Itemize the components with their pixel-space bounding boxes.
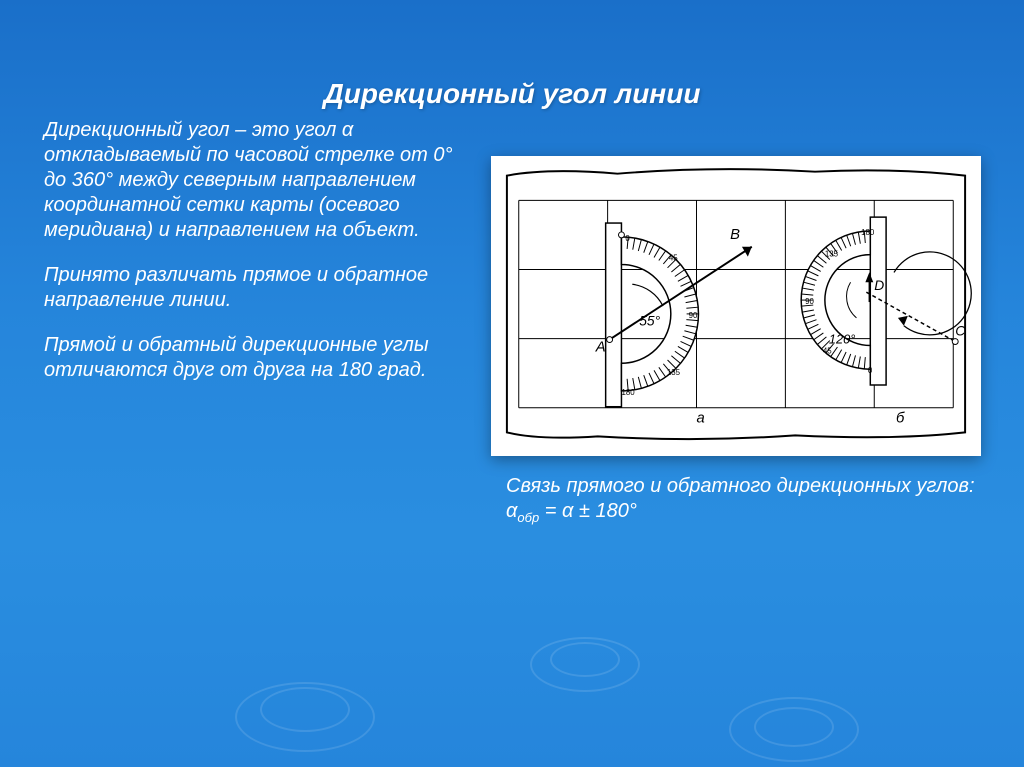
ripple-decoration <box>729 697 859 762</box>
protractor-figure: 55° A B a 0 45 90 135 180 <box>491 156 981 456</box>
ripple-decoration <box>260 687 350 732</box>
caption-formula: αобр = α ± 180° <box>506 499 975 526</box>
formula-sub: обр <box>517 510 539 525</box>
slide-title: Дирекционный угол линии <box>0 0 1024 110</box>
caption-line-1: Связь прямого и обратного дирекционных у… <box>506 474 975 499</box>
label-B: B <box>730 227 740 243</box>
svg-text:0: 0 <box>868 366 873 375</box>
right-figure-column: 55° A B a 0 45 90 135 180 <box>488 118 984 526</box>
ripple-decoration <box>530 637 640 692</box>
figure-caption: Связь прямого и обратного дирекционных у… <box>488 474 975 526</box>
panel-b-label: б <box>896 411 905 427</box>
panel-b: 120° D C б 180 135 90 45 0 <box>801 217 971 426</box>
label-D: D <box>874 277 884 293</box>
ripple-decoration <box>754 707 834 747</box>
svg-text:90: 90 <box>689 311 698 320</box>
svg-text:135: 135 <box>825 250 839 259</box>
figure-svg: 55° A B a 0 45 90 135 180 <box>499 164 973 448</box>
svg-text:45: 45 <box>669 254 678 263</box>
paragraph-directions: Принято различать прямое и обратное напр… <box>44 263 464 313</box>
angle-a-value: 55° <box>639 313 660 329</box>
paragraph-difference: Прямой и обратный дирекционные углы отли… <box>44 333 464 383</box>
panel-a-label: a <box>697 411 705 427</box>
label-A: A <box>595 339 606 355</box>
paragraph-definition: Дирекционный угол – это угол α откладыва… <box>44 118 464 243</box>
label-C: C <box>955 323 966 339</box>
svg-text:180: 180 <box>861 228 875 237</box>
svg-text:90: 90 <box>805 297 814 306</box>
left-text-column: Дирекционный угол – это угол α откладыва… <box>44 118 464 526</box>
paper-border <box>507 169 965 439</box>
ripple-decoration <box>550 642 620 677</box>
formula-rest: = α ± 180° <box>539 500 637 522</box>
panel-a: 55° A B a 0 45 90 135 180 <box>595 223 752 426</box>
svg-text:45: 45 <box>823 346 832 355</box>
svg-text:0: 0 <box>625 234 630 243</box>
content-row: Дирекционный угол – это угол α откладыва… <box>0 110 1024 526</box>
ripple-decoration <box>235 682 375 752</box>
svg-text:135: 135 <box>667 368 681 377</box>
angle-b-value: 120° <box>829 332 856 347</box>
formula-alpha: α <box>506 500 517 522</box>
svg-text:180: 180 <box>621 388 635 397</box>
